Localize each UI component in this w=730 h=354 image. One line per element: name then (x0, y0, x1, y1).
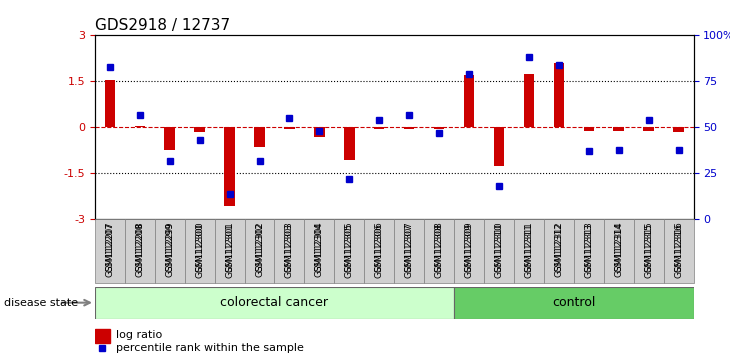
Text: GSM112308: GSM112308 (434, 223, 444, 278)
FancyBboxPatch shape (155, 219, 185, 283)
Text: GSM112301: GSM112301 (225, 223, 234, 278)
Text: GSM112308: GSM112308 (434, 221, 444, 272)
Text: GSM112316: GSM112316 (674, 223, 683, 278)
FancyBboxPatch shape (454, 287, 694, 319)
Bar (493, 127, 504, 166)
FancyBboxPatch shape (274, 219, 304, 283)
FancyBboxPatch shape (484, 219, 514, 283)
FancyBboxPatch shape (454, 219, 484, 283)
Bar (95, 329, 110, 343)
Text: GSM112207: GSM112207 (105, 223, 115, 278)
Text: GSM112314: GSM112314 (614, 223, 623, 278)
Text: colorectal cancer: colorectal cancer (220, 296, 328, 309)
Bar (464, 75, 474, 127)
Text: GSM112309: GSM112309 (464, 223, 474, 278)
Text: GDS2918 / 12737: GDS2918 / 12737 (95, 18, 230, 33)
FancyBboxPatch shape (185, 219, 215, 283)
Text: percentile rank within the sample: percentile rank within the sample (116, 343, 304, 353)
Text: GSM112304: GSM112304 (315, 223, 324, 278)
Text: GSM112315: GSM112315 (644, 223, 653, 278)
Text: GSM112300: GSM112300 (195, 223, 204, 278)
Text: GSM112303: GSM112303 (285, 223, 294, 278)
FancyBboxPatch shape (304, 219, 334, 283)
Text: GSM112315: GSM112315 (644, 221, 653, 272)
Text: GSM112316: GSM112316 (674, 221, 683, 272)
FancyBboxPatch shape (664, 219, 694, 283)
Bar (194, 127, 205, 132)
FancyBboxPatch shape (604, 219, 634, 283)
Text: GSM112299: GSM112299 (165, 223, 174, 278)
Text: GSM112306: GSM112306 (374, 221, 384, 272)
Bar (224, 127, 235, 206)
Bar (164, 127, 175, 150)
Text: GSM112208: GSM112208 (135, 223, 145, 278)
Bar (284, 127, 295, 129)
Bar (673, 127, 684, 132)
Bar (314, 127, 325, 137)
Text: GSM112307: GSM112307 (404, 221, 414, 272)
Text: GSM112314: GSM112314 (614, 221, 623, 272)
FancyBboxPatch shape (544, 219, 574, 283)
FancyBboxPatch shape (634, 219, 664, 283)
Text: GSM112299: GSM112299 (165, 221, 174, 272)
Bar (583, 127, 594, 131)
FancyBboxPatch shape (95, 287, 454, 319)
FancyBboxPatch shape (574, 219, 604, 283)
FancyBboxPatch shape (514, 219, 544, 283)
FancyBboxPatch shape (364, 219, 394, 283)
Text: GSM112313: GSM112313 (584, 223, 593, 278)
FancyBboxPatch shape (394, 219, 424, 283)
FancyBboxPatch shape (334, 219, 364, 283)
Text: GSM112311: GSM112311 (524, 221, 534, 272)
Text: GSM112303: GSM112303 (285, 221, 294, 272)
Text: GSM112309: GSM112309 (464, 221, 474, 272)
Bar (643, 127, 654, 131)
Text: disease state: disease state (4, 298, 78, 308)
Bar (613, 127, 624, 131)
Text: log ratio: log ratio (116, 330, 162, 340)
Bar (254, 127, 265, 147)
Text: GSM112313: GSM112313 (584, 221, 593, 272)
Text: GSM112310: GSM112310 (494, 223, 504, 278)
Bar (134, 126, 145, 127)
Bar (374, 127, 385, 129)
Bar (404, 127, 415, 129)
Text: GSM112306: GSM112306 (374, 223, 384, 278)
Text: GSM112207: GSM112207 (105, 221, 115, 272)
FancyBboxPatch shape (95, 219, 125, 283)
FancyBboxPatch shape (424, 219, 454, 283)
Bar (553, 63, 564, 127)
Text: GSM112302: GSM112302 (255, 221, 264, 272)
FancyBboxPatch shape (125, 219, 155, 283)
Bar (523, 74, 534, 127)
Text: GSM112307: GSM112307 (404, 223, 414, 278)
FancyBboxPatch shape (215, 219, 245, 283)
Text: GSM112310: GSM112310 (494, 221, 504, 272)
Text: control: control (552, 296, 596, 309)
Text: GSM112302: GSM112302 (255, 223, 264, 278)
Text: GSM112305: GSM112305 (345, 221, 354, 272)
Text: GSM112305: GSM112305 (345, 223, 354, 278)
Bar (104, 80, 115, 127)
Text: GSM112312: GSM112312 (554, 223, 564, 278)
Text: GSM112300: GSM112300 (195, 221, 204, 272)
Text: GSM112311: GSM112311 (524, 223, 534, 278)
FancyBboxPatch shape (245, 219, 274, 283)
Text: GSM112301: GSM112301 (225, 221, 234, 272)
Text: GSM112304: GSM112304 (315, 221, 324, 272)
Bar (434, 127, 445, 129)
Text: GSM112208: GSM112208 (135, 221, 145, 272)
Text: GSM112312: GSM112312 (554, 221, 564, 272)
Bar (344, 127, 355, 160)
